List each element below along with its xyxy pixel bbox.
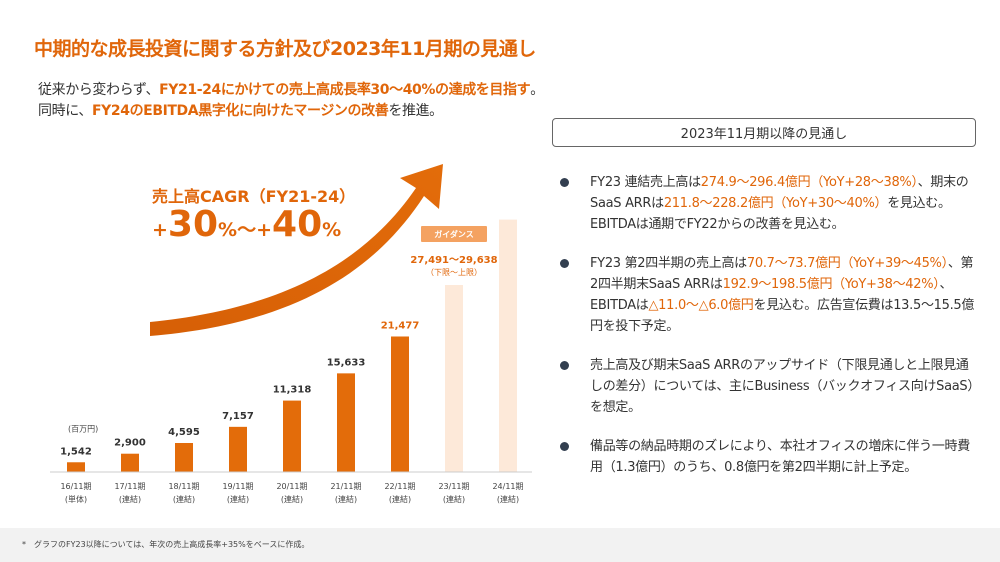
footnote: * グラフのFY23以降については、年次の売上高成長率+35%をベースに作成。 [22, 540, 310, 549]
cagr-value: +30%〜+40% [152, 204, 341, 245]
lead-line-2-post: を推進。 [388, 103, 443, 119]
lead-line-1-highlight: FY21-24にかけての売上高成長率30〜40%の達成を目指す [159, 82, 531, 98]
outlook-heading-box: 2023年11月期以降の見通し [552, 118, 976, 147]
tick-label-scope: (連結) [119, 494, 141, 504]
tick-label-period: 23/11期 [438, 482, 469, 491]
tick-label-scope: (連結) [443, 494, 465, 504]
bar-19/11期 [229, 426, 247, 472]
outlook-bullet-3: 売上高及び期末SaaS ARRのアップサイド（下限見通しと上限見通しの差分）につ… [556, 355, 976, 418]
bar-18/11期 [175, 443, 193, 472]
bullet-text: 、第2四半期末SaaS ARRは [590, 256, 974, 292]
bars-layer [67, 219, 517, 472]
footer-bar: * グラフのFY23以降については、年次の売上高成長率+35%をベースに作成。 [0, 528, 1000, 562]
cagr-pct-low: % [218, 219, 238, 241]
x-axis: 16/11期 (単体) 17/11期 (連結) 18/11期 (連結) 19/11期 (連結)… [50, 471, 532, 504]
guidance-badge [421, 225, 487, 242]
outlook-bullet-1: FY23 連結売上高は274.9〜296.4億円（YoY+28〜38%）、期末の… [556, 172, 976, 235]
tick-label-scope: (連結) [497, 494, 519, 504]
bullet-dot-icon [560, 361, 569, 370]
bullet-text: を見込む。EBITDAは通期でFY22からの改善を見込む。 [590, 196, 951, 232]
lead-line-1-post: 。 [530, 82, 544, 98]
cagr-low: 30 [167, 204, 219, 245]
cagr-pct-high: % [322, 219, 342, 241]
lead-text: 従来から変わらず、FY21-24にかけての売上高成長率30〜40%の達成を目指す… [38, 80, 544, 122]
bullet-text: 、EBITDAは [590, 277, 953, 313]
guidance-badge-label: ガイダンス [434, 229, 474, 239]
lead-line-2-pre: 同時に、 [38, 103, 92, 119]
cagr-tilde: 〜 [237, 219, 257, 241]
tick-label-period: 20/11期 [276, 482, 307, 491]
bar-17/11期 [121, 453, 139, 472]
bar-20/11期 [283, 400, 301, 472]
bar-21/11期 [337, 373, 355, 472]
bullet-highlight-text: 211.8〜228.2億円（YoY+30〜40%） [663, 196, 888, 211]
outlook-bullet-4: 備品等の納品時期のズレにより、本社オフィスの増床に伴う一時費用（1.3億円）のう… [556, 436, 976, 478]
tick-label-period: 16/11期 [60, 482, 91, 491]
lead-line-1: 従来から変わらず、FY21-24にかけての売上高成長率30〜40%の達成を目指す… [38, 80, 544, 101]
lead-line-1-pre: 従来から変わらず、 [38, 82, 160, 98]
value-label: 2,900 [114, 438, 146, 449]
bullet-highlight-text: △11.0〜△6.0億円 [648, 298, 754, 313]
revenue-bar-chart: (百万円) 1,542 2,900 4,595 7,157 11,318 15,633 21,… [50, 164, 532, 504]
tick-label-scope: (連結) [335, 494, 357, 504]
bullet-dot-icon [560, 442, 569, 451]
tick-label-scope: (連結) [389, 494, 411, 504]
lead-line-2: 同時に、FY24のEBITDA黒字化に向けたマージンの改善を推進。 [38, 101, 544, 122]
bullet-highlight-text: 192.9〜198.5億円（YoY+38〜42%） [722, 277, 940, 292]
value-label: 11,318 [273, 385, 312, 396]
guidance-range-sub: （下限〜上限） [426, 268, 482, 277]
value-label: 21,477 [381, 320, 420, 331]
bar-23/11期 [445, 284, 463, 472]
lead-line-2-highlight: FY24のEBITDA黒字化に向けたマージンの改善 [91, 103, 389, 119]
outlook-bullet-list: FY23 連結売上高は274.9〜296.4億円（YoY+28〜38%）、期末の… [556, 172, 976, 496]
bullet-text: FY23 連結売上高は [590, 175, 701, 190]
tick-label-period: 22/11期 [384, 482, 415, 491]
tick-label-period: 19/11期 [222, 482, 253, 491]
page-title: 中期的な成長投資に関する方針及び2023年11月期の見通し [34, 38, 536, 60]
cagr-high: 40 [272, 204, 323, 245]
value-label: 7,157 [222, 411, 254, 422]
tick-label-scope: (単体) [65, 494, 87, 504]
tick-label-scope: (連結) [173, 494, 195, 504]
outlook-bullet-2: FY23 第2四半期の売上高は70.7〜73.7億円（YoY+39〜45%）、第… [556, 253, 976, 337]
tick-label-scope: (連結) [281, 494, 303, 504]
bar-24/11期 [499, 219, 517, 472]
unit-label: (百万円) [68, 424, 98, 433]
bar-22/11期 [391, 336, 409, 472]
value-label: 4,595 [168, 427, 200, 438]
tick-label-period: 24/11期 [492, 482, 523, 491]
value-label: 1,542 [60, 446, 92, 457]
tick-label-scope: (連結) [227, 494, 249, 504]
bullet-highlight-text: 274.9〜296.4億円（YoY+28〜38%） [700, 175, 918, 190]
bullet-text: FY23 第2四半期の売上高は [590, 256, 747, 271]
bullet-text: 売上高及び期末SaaS ARRのアップサイド（下限見通しと上限見通しの差分）につ… [590, 358, 974, 415]
bullet-text: 、期末のSaaS ARRは [590, 175, 969, 211]
bullet-dot-icon [560, 259, 569, 268]
bullet-text: を見込む。広告宣伝費は13.5〜15.5億円を投下予定。 [590, 298, 975, 334]
cagr-plus-low: + [152, 219, 168, 241]
value-label: 15,633 [327, 357, 366, 368]
cagr-plus-high: + [256, 219, 273, 241]
guidance-range-label: 27,491〜29,638 [410, 255, 497, 266]
bullet-text: 備品等の納品時期のズレにより、本社オフィスの増床に伴う一時費用（1.3億円）のう… [590, 439, 970, 475]
tick-label-period: 21/11期 [330, 482, 361, 491]
value-labels-layer: (百万円) 1,542 2,900 4,595 7,157 11,318 15,633 21,… [60, 320, 419, 457]
cagr-label: 売上高CAGR（FY21-24） [152, 187, 356, 206]
guidance-annotation: ガイダンス 27,491〜29,638 （下限〜上限） [410, 225, 498, 277]
tick-label-period: 18/11期 [168, 482, 199, 491]
bullet-highlight-text: 70.7〜73.7億円（YoY+39〜45%） [746, 256, 948, 271]
bullet-dot-icon [560, 178, 569, 187]
bar-16/11期 [67, 462, 85, 472]
growth-arrow-icon [150, 164, 443, 336]
tick-label-period: 17/11期 [114, 482, 145, 491]
